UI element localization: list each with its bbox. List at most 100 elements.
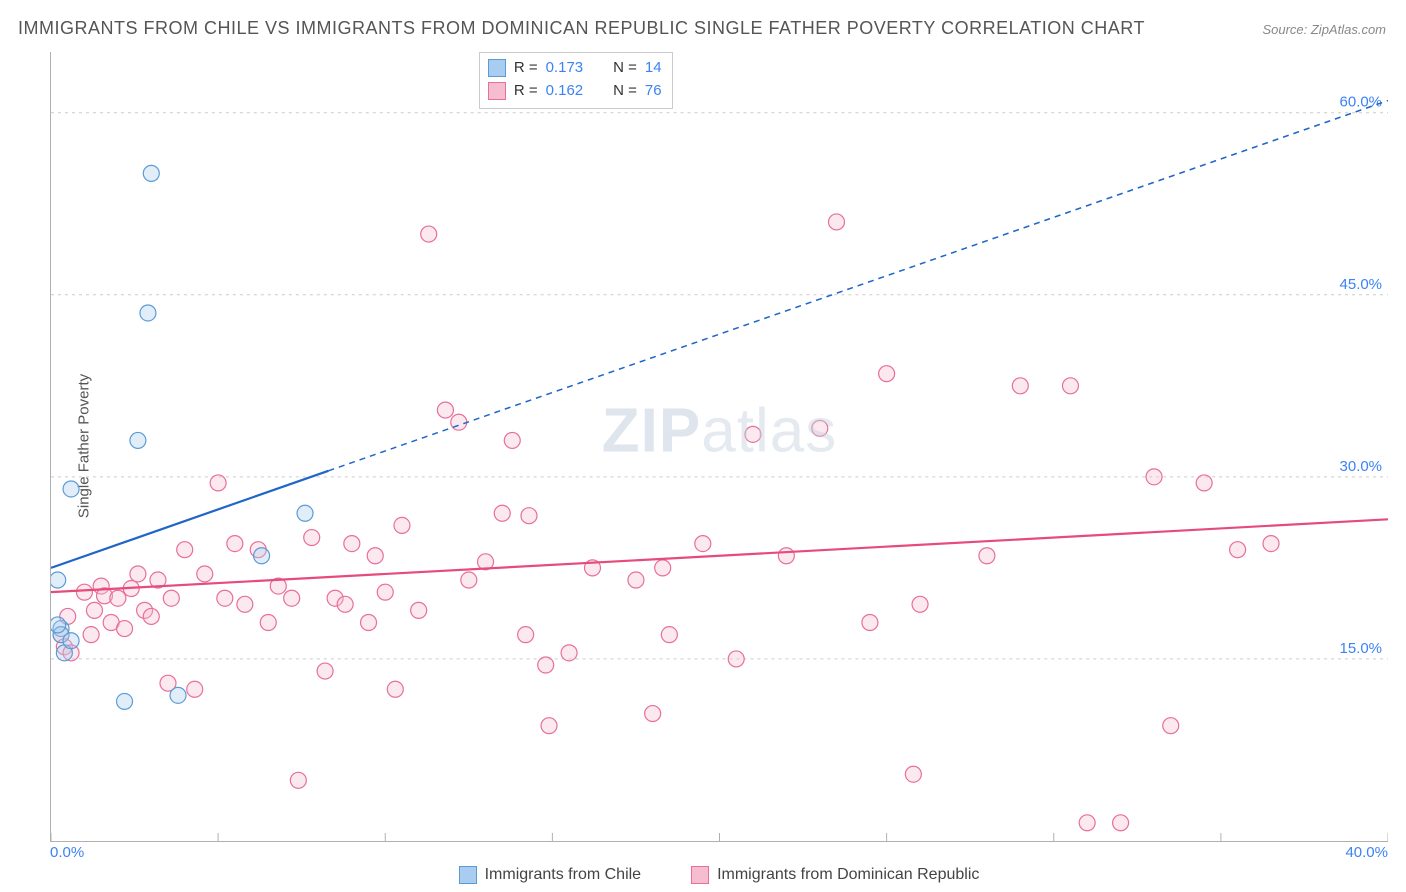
scatter-point-chile [297, 505, 313, 521]
y-tick-label: 45.0% [1340, 276, 1382, 293]
scatter-point-dominican [1163, 718, 1179, 734]
x-tick-label: 0.0% [50, 844, 84, 861]
scatter-point-dominican [1113, 815, 1129, 831]
scatter-point-dominican [655, 560, 671, 576]
legend-label-chile: Immigrants from Chile [485, 866, 641, 884]
scatter-point-chile [170, 687, 186, 703]
scatter-point-dominican [421, 226, 437, 242]
scatter-point-dominican [1079, 815, 1095, 831]
scatter-point-dominican [143, 608, 159, 624]
scatter-point-dominican [728, 651, 744, 667]
scatter-point-dominican [187, 681, 203, 697]
scatter-point-dominican [912, 596, 928, 612]
chart-title: IMMIGRANTS FROM CHILE VS IMMIGRANTS FROM… [18, 18, 1145, 39]
scatter-point-dominican [317, 663, 333, 679]
scatter-point-dominican [879, 366, 895, 382]
scatter-point-chile [51, 572, 66, 588]
stats-row-dominican: R =0.162N =76 [488, 80, 662, 103]
r-value-dominican: 0.162 [546, 80, 584, 103]
x-axis-tick-labels: 0.0% 40.0% [50, 844, 1388, 864]
r-label: R = [514, 57, 538, 80]
scatter-point-chile [63, 481, 79, 497]
scatter-point-chile [130, 432, 146, 448]
scatter-point-dominican [361, 615, 377, 631]
scatter-point-dominican [387, 681, 403, 697]
scatter-point-dominican [494, 505, 510, 521]
scatter-point-dominican [628, 572, 644, 588]
scatter-point-dominican [337, 596, 353, 612]
swatch-chile [488, 59, 506, 77]
scatter-point-dominican [1263, 536, 1279, 552]
plot-area: 15.0%30.0%45.0%60.0% ZIPatlas R =0.173N … [50, 52, 1388, 842]
n-label: N = [613, 57, 637, 80]
scatter-point-dominican [661, 627, 677, 643]
scatter-point-dominican [812, 420, 828, 436]
legend-label-dominican: Immigrants from Dominican Republic [717, 866, 979, 884]
scatter-point-dominican [377, 584, 393, 600]
scatter-point-dominican [284, 590, 300, 606]
scatter-point-dominican [695, 536, 711, 552]
scatter-point-dominican [518, 627, 534, 643]
scatter-point-dominican [110, 590, 126, 606]
scatter-point-dominican [1012, 378, 1028, 394]
scatter-point-chile [63, 633, 79, 649]
scatter-point-dominican [437, 402, 453, 418]
scatter-point-dominican [1062, 378, 1078, 394]
scatter-point-dominican [237, 596, 253, 612]
scatter-point-dominican [130, 566, 146, 582]
scatter-point-dominican [905, 766, 921, 782]
y-tick-label: 30.0% [1340, 458, 1382, 475]
scatter-point-dominican [504, 432, 520, 448]
scatter-point-dominican [521, 508, 537, 524]
stats-row-chile: R =0.173N =14 [488, 57, 662, 80]
scatter-point-chile [254, 548, 270, 564]
scatter-point-dominican [1146, 469, 1162, 485]
scatter-point-dominican [217, 590, 233, 606]
scatter-plot-svg: 15.0% 30.0% 45.0% 60.0% [51, 52, 1388, 841]
scatter-point-dominican [541, 718, 557, 734]
scatter-point-dominican [1230, 542, 1246, 558]
scatter-point-dominican [561, 645, 577, 661]
scatter-point-dominican [344, 536, 360, 552]
scatter-point-dominican [117, 621, 133, 637]
trend-line-dominican [51, 519, 1388, 592]
scatter-point-dominican [538, 657, 554, 673]
scatter-point-dominican [227, 536, 243, 552]
scatter-point-dominican [304, 530, 320, 546]
scatter-point-dominican [1196, 475, 1212, 491]
scatter-point-dominican [197, 566, 213, 582]
legend-item-dominican: Immigrants from Dominican Republic [691, 866, 979, 884]
scatter-point-dominican [411, 602, 427, 618]
legend-item-chile: Immigrants from Chile [459, 866, 641, 884]
scatter-point-dominican [86, 602, 102, 618]
source-attribution: Source: ZipAtlas.com [1262, 22, 1386, 37]
scatter-point-dominican [862, 615, 878, 631]
scatter-point-dominican [163, 590, 179, 606]
scatter-point-dominican [83, 627, 99, 643]
scatter-point-dominican [778, 548, 794, 564]
scatter-point-dominican [260, 615, 276, 631]
scatter-point-dominican [290, 772, 306, 788]
trend-line-dash-chile [328, 101, 1388, 471]
scatter-point-chile [143, 165, 159, 181]
scatter-point-dominican [177, 542, 193, 558]
scatter-point-dominican [367, 548, 383, 564]
scatter-point-dominican [979, 548, 995, 564]
legend-swatch-dominican [691, 866, 709, 884]
legend-swatch-chile [459, 866, 477, 884]
x-tick-label: 40.0% [1345, 844, 1388, 861]
y-tick-label: 15.0% [1340, 640, 1382, 657]
scatter-point-dominican [76, 584, 92, 600]
n-label: N = [613, 80, 637, 103]
scatter-point-chile [117, 693, 133, 709]
stats-legend: R =0.173N =14R =0.162N =76 [479, 52, 673, 109]
y-tick-label: 60.0% [1340, 94, 1382, 111]
scatter-point-dominican [461, 572, 477, 588]
scatter-point-dominican [210, 475, 226, 491]
scatter-point-chile [51, 617, 66, 633]
r-value-chile: 0.173 [546, 57, 584, 80]
scatter-point-dominican [828, 214, 844, 230]
r-label: R = [514, 80, 538, 103]
scatter-point-dominican [745, 426, 761, 442]
swatch-dominican [488, 82, 506, 100]
